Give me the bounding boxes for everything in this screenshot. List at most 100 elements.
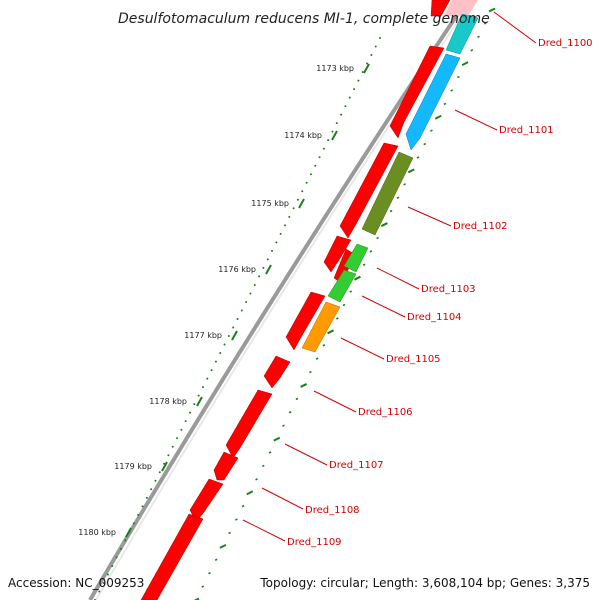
- ruler-dot: [227, 335, 230, 338]
- gene-label[interactable]: Dred_1107: [329, 460, 384, 471]
- gene-arrow-forward[interactable]: [140, 513, 204, 600]
- gene-leader-line: [454, 109, 498, 131]
- accession-text: Accession: NC_009253: [8, 576, 144, 590]
- ruler-dot: [327, 139, 330, 142]
- ruler-dot: [154, 479, 157, 482]
- gene-arrow-dred-1100[interactable]: [445, 13, 479, 55]
- outer-tick: [450, 89, 453, 92]
- forward-strand-genes: [140, 0, 451, 600]
- outer-tick: [288, 411, 292, 414]
- gene-arrow-forward[interactable]: [225, 389, 273, 459]
- ruler-dot: [253, 283, 256, 286]
- gene-label[interactable]: Dred_1102: [453, 221, 508, 232]
- gene-arrow-dred-1102[interactable]: [361, 151, 414, 236]
- ruler-dot: [171, 445, 174, 448]
- outer-tick: [315, 357, 319, 360]
- kbp-tick-mark: [298, 198, 305, 209]
- ruler-dot: [340, 113, 343, 116]
- gene-leader-line: [284, 443, 328, 466]
- outer-tick: [434, 114, 442, 120]
- outer-tick: [380, 222, 388, 227]
- outer-tick: [214, 558, 218, 561]
- ruler-dot: [124, 539, 127, 542]
- ruler-dot: [370, 54, 373, 57]
- gene-label[interactable]: Dred_1105: [386, 354, 441, 365]
- gene-arrow-dred-1101[interactable]: [405, 53, 461, 151]
- gene-leader-line: [493, 11, 537, 44]
- gene-label[interactable]: Dred_1104: [407, 312, 462, 323]
- ruler-dot: [167, 454, 170, 457]
- ruler-dot: [348, 96, 351, 99]
- ruler-dot: [266, 258, 269, 261]
- outer-tick: [403, 183, 406, 186]
- ruler-dot: [193, 403, 196, 406]
- outer-tick: [201, 585, 205, 588]
- ruler-dot: [335, 122, 338, 125]
- outer-tick: [362, 263, 366, 266]
- outer-tick: [273, 436, 281, 442]
- kbp-tick-mark: [196, 396, 203, 407]
- outer-tick: [327, 329, 334, 335]
- ruler-dot: [275, 241, 278, 244]
- kbp-tick-mark: [231, 330, 238, 341]
- ruler-dot: [240, 309, 243, 312]
- outer-tick: [228, 531, 231, 535]
- kbp-tick-label: 1177 kbp: [184, 331, 222, 340]
- outer-tick: [342, 303, 346, 307]
- gene-label[interactable]: Dred_1109: [287, 537, 342, 548]
- gene-arrow-forward[interactable]: [389, 45, 445, 139]
- outer-tick: [483, 22, 487, 25]
- gene-label[interactable]: Dred_1108: [305, 505, 360, 516]
- gene-label[interactable]: Dred_1106: [358, 407, 413, 418]
- gene-arrow-dred-1105[interactable]: [301, 301, 341, 353]
- ruler-dot: [184, 420, 187, 423]
- gene-leader-line: [340, 337, 385, 360]
- kbp-tick-label: 1180 kbp: [78, 528, 116, 537]
- ruler-dot: [214, 360, 217, 363]
- kbp-tick-mark: [331, 130, 338, 141]
- gene-arrow-forward[interactable]: [263, 355, 291, 389]
- outer-tick: [407, 168, 415, 174]
- gene-arrow-forward[interactable]: [189, 478, 224, 523]
- outer-tick: [488, 7, 496, 13]
- gene-label[interactable]: Dred_1101: [499, 125, 554, 136]
- kbp-tick-label: 1179 kbp: [114, 462, 152, 471]
- ruler-dot: [249, 292, 252, 295]
- ruler-dot: [98, 590, 101, 593]
- kbp-tick-mark: [265, 264, 272, 275]
- gene-leader-line: [376, 267, 420, 290]
- kbp-tick-mark: [161, 461, 168, 472]
- ruler-dot: [288, 215, 291, 218]
- gene-arrow-forward[interactable]: [213, 451, 239, 481]
- gene-arrow-forward[interactable]: [339, 142, 399, 239]
- gene-arrow-dred-1104[interactable]: [327, 269, 357, 303]
- ruler-dot: [145, 496, 148, 499]
- gene-arrow-dred-1100-pink[interactable]: [444, 0, 478, 16]
- gene-arrow-forward[interactable]: [430, 0, 451, 17]
- outer-tick: [235, 518, 238, 521]
- gene-leader-line: [361, 295, 406, 318]
- kbp-tick-label: 1173 kbp: [316, 64, 354, 73]
- ruler-dot: [236, 318, 239, 320]
- outer-tick: [416, 156, 420, 159]
- gene-label[interactable]: Dred_1100: [538, 38, 593, 49]
- ruler-dot: [232, 326, 235, 329]
- gene-arrow-forward[interactable]: [323, 235, 352, 273]
- kbp-tick-labels: 1173 kbp 1174 kbp 1175 kbp 1176 kbp 1177 kbp…: [78, 64, 354, 537]
- outer-tick: [255, 478, 258, 481]
- gene-arrow-forward[interactable]: [285, 291, 326, 351]
- ruler-dot: [219, 352, 222, 355]
- ruler-dot: [137, 513, 140, 516]
- ruler-dot: [331, 130, 334, 133]
- kbp-tick-label: 1174 kbp: [284, 131, 322, 140]
- gene-arrow-dred-1103[interactable]: [343, 243, 369, 273]
- ruler-dot: [374, 45, 377, 48]
- gene-label[interactable]: Dred_1103: [421, 284, 476, 295]
- ruler-dot: [201, 386, 204, 389]
- ruler-dot: [262, 266, 265, 269]
- outer-tick: [430, 129, 433, 132]
- kbp-tick-mark: [363, 63, 370, 74]
- outer-tick: [268, 451, 272, 454]
- ruler-dot: [357, 79, 360, 82]
